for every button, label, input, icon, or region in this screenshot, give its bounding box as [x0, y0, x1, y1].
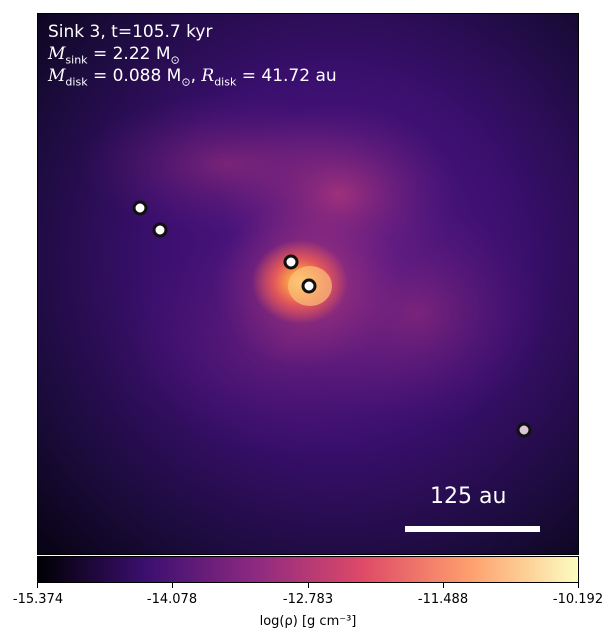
colorbar-tick: [443, 583, 444, 588]
disk-properties: Mdisk = 0.088 M⊙, Rdisk = 41.72 au: [48, 66, 337, 89]
density-map: [38, 14, 578, 554]
colorbar-tick-label: -11.488: [417, 592, 469, 607]
colorbar-tick-label: -15.374: [12, 592, 64, 607]
colorbar-tick-label: -12.783: [282, 592, 334, 607]
sink-mass: Msink = 2.22 M⊙: [48, 44, 180, 67]
sink-marker: [132, 200, 148, 216]
scale-bar-label: 125 au: [430, 484, 507, 509]
scale-bar: [405, 526, 540, 532]
sink-marker: [152, 222, 168, 238]
sink-marker: [283, 254, 299, 270]
sink-title: Sink 3, t=105.7 kyr: [48, 22, 213, 42]
colorbar-tick: [37, 583, 38, 588]
sink-marker-primary: [301, 278, 317, 294]
colorbar-tick-label: -14.078: [146, 592, 198, 607]
colorbar-tick: [308, 583, 309, 588]
density-map-panel: Sink 3, t=105.7 kyr Msink = 2.22 M⊙ Mdis…: [37, 13, 579, 555]
sink-marker: [516, 422, 532, 438]
colorbar-tick: [578, 583, 579, 588]
colorbar: [37, 556, 579, 583]
colorbar-tick: [172, 583, 173, 588]
colorbar-title: log(ρ) [g cm⁻³]: [259, 614, 357, 629]
colorbar-tick-label: -10.192: [552, 592, 604, 607]
